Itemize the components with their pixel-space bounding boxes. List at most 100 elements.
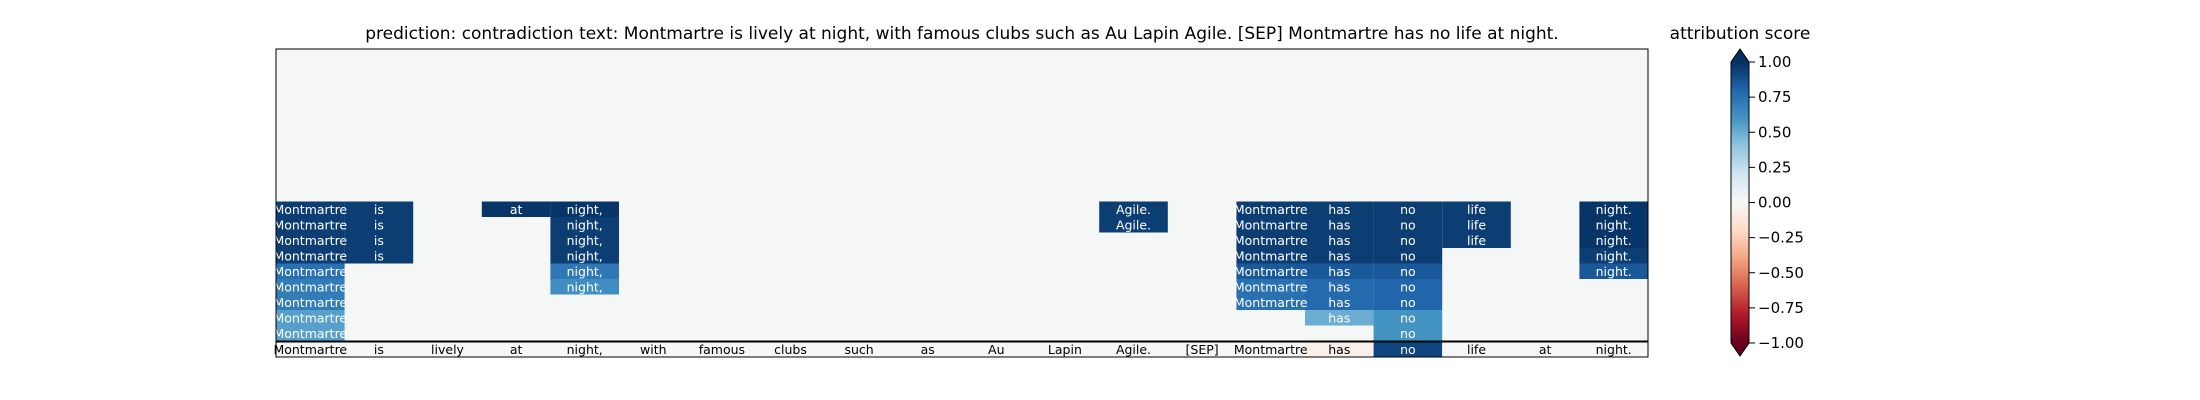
layer-7-token-label: no — [1400, 310, 1416, 325]
layer-2-token-label: has — [1328, 233, 1350, 248]
colorbar-tick-label: 0.00 — [1758, 194, 1791, 212]
layer-1-token-label: has — [1328, 217, 1350, 232]
baseline-token-cell — [1030, 341, 1100, 357]
layer-4-token-cell — [1579, 263, 1648, 279]
baseline-token-label: lively — [431, 342, 465, 357]
layer-3-token-cell — [1373, 248, 1443, 264]
layer-1-token-label: life — [1467, 217, 1486, 232]
baseline-token-label: night. — [1596, 342, 1632, 357]
layer-2-token-cell — [1579, 232, 1648, 248]
layer-0-token-cell — [1099, 201, 1168, 217]
layer-2-token-cell — [1373, 232, 1443, 248]
layer-2-token-label: night. — [1596, 233, 1632, 248]
layer-0-token-cell — [344, 201, 414, 217]
layer-3-token-cell — [550, 248, 619, 264]
baseline-token-cell — [1099, 341, 1168, 357]
layer-2-token-cell — [1236, 232, 1305, 248]
layer-1-token-cell — [1442, 217, 1511, 233]
layer-3-token-label: Montmartre — [1234, 248, 1308, 263]
layer-1-token-label: no — [1400, 217, 1416, 232]
heatmap-cell-labels: Montmartre is lively at night, with famous club… — [273, 202, 1631, 357]
layer-0-token-label: is — [374, 202, 384, 217]
baseline-token-label: [SEP] — [1186, 342, 1219, 357]
layer-5-token-label: has — [1328, 279, 1350, 294]
baseline-token-label: at — [1539, 342, 1552, 357]
baseline-token-cell — [413, 341, 482, 357]
colorbar-min-extension — [1731, 343, 1749, 356]
colorbar-max-extension — [1731, 49, 1749, 62]
layer-1-token-cell — [1579, 217, 1648, 233]
layer-6-token-cell — [1305, 294, 1374, 310]
layer-0-token-label: at — [510, 202, 523, 217]
baseline-token-cell — [276, 341, 345, 357]
layer-0-token-cell — [1442, 201, 1511, 217]
layer-2-token-cell — [1305, 232, 1374, 248]
baseline-token-label: no — [1400, 342, 1416, 357]
colorbar-tick-label: 1.00 — [1758, 53, 1791, 71]
layer-4-token-cell — [1373, 263, 1443, 279]
layer-1-token-label: Montmartre — [273, 217, 347, 232]
layer-2-token-cell — [1442, 232, 1511, 248]
layer-1-token-cell — [1099, 217, 1168, 233]
layer-1-token-label: Montmartre — [1234, 217, 1308, 232]
layer-7-token-cell — [1373, 310, 1443, 326]
layer-0-token-label: Montmartre — [1234, 202, 1308, 217]
baseline-token-label: famous — [699, 342, 745, 357]
layer-5-token-cell — [1305, 279, 1374, 295]
baseline-token-cell — [481, 341, 551, 357]
baseline-token-label: with — [640, 342, 667, 357]
layer-0-token-label: life — [1467, 202, 1486, 217]
layer-5-token-label: no — [1400, 279, 1416, 294]
baseline-token-cell — [1442, 341, 1511, 357]
layer-0-token-cell — [481, 201, 551, 217]
layer-2-token-label: Montmartre — [1234, 233, 1308, 248]
baseline-token-label: Agile. — [1116, 342, 1151, 357]
layer-2-token-label: is — [374, 233, 384, 248]
layer-1-token-cell — [344, 217, 414, 233]
layer-3-token-label: Montmartre — [273, 248, 347, 263]
layer-4-token-cell — [276, 263, 345, 279]
layer-3-token-cell — [1579, 248, 1648, 264]
layer-3-token-cell — [1236, 248, 1305, 264]
baseline-token-cell — [1373, 341, 1443, 357]
baseline-token-cell — [1579, 341, 1648, 357]
baseline-token-label: Lapin — [1048, 342, 1082, 357]
colorbar: 1.00 0.75 0.50 0.25 0.00 −0.25 −0.50 −0.75 −1.00 — [1730, 48, 1804, 357]
layer-0-token-label: Agile. — [1116, 202, 1151, 217]
layer-5-token-cell — [1236, 279, 1305, 295]
layer-1-token-label: is — [374, 217, 384, 232]
layer-1-token-label: night. — [1596, 217, 1632, 232]
baseline-token-label: life — [1467, 342, 1486, 357]
baseline-token-cell — [1510, 341, 1580, 357]
baseline-token-cell — [1305, 341, 1374, 357]
layer-7-token-cell — [1305, 310, 1374, 326]
layer-6-token-label: has — [1328, 295, 1350, 310]
layer-3-token-label: has — [1328, 248, 1350, 263]
layer-0-token-label: has — [1328, 202, 1350, 217]
layer-8-token-cell — [276, 325, 345, 341]
colorbar-tick-label: −1.00 — [1758, 334, 1804, 352]
baseline-token-label: is — [374, 342, 384, 357]
layer-7-token-label: has — [1328, 310, 1350, 325]
baseline-token-cell — [550, 341, 619, 357]
layer-5-token-label: Montmartre — [273, 279, 347, 294]
layer-4-token-label: Montmartre — [1234, 264, 1308, 279]
layer-3-token-label: is — [374, 248, 384, 263]
layer-2-token-cell — [276, 232, 345, 248]
layer-0-token-cell — [1236, 201, 1305, 217]
layer-1-token-cell — [1305, 217, 1374, 233]
baseline-token-cell — [962, 341, 1031, 357]
colorbar-tick-label: −0.50 — [1758, 264, 1804, 282]
layer-2-token-label: night, — [567, 233, 603, 248]
layer-0-token-cell — [1579, 201, 1648, 217]
layer-2-token-label: no — [1400, 233, 1416, 248]
layer-6-token-cell — [1236, 294, 1305, 310]
layer-4-token-label: Montmartre — [273, 264, 347, 279]
layer-6-token-label: Montmartre — [1234, 295, 1308, 310]
layer-1-token-cell — [550, 217, 619, 233]
layer-8-token-cell — [1373, 325, 1443, 341]
baseline-token-cell — [344, 341, 414, 357]
baseline-token-label: night, — [567, 342, 603, 357]
layer-0-token-label: no — [1400, 202, 1416, 217]
